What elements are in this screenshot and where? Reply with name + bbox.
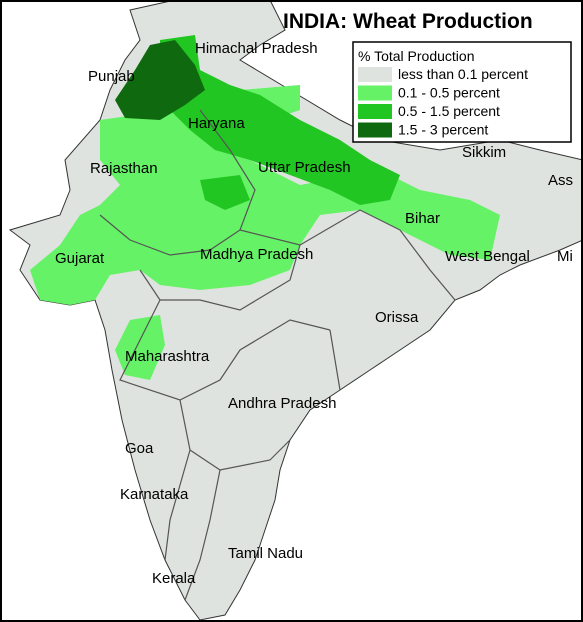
legend-swatch — [358, 67, 392, 82]
legend-label: 0.1 - 0.5 percent — [398, 85, 500, 101]
legend: % Total Production less than 0.1 percent… — [352, 41, 572, 143]
state-label: West Bengal — [445, 248, 530, 265]
state-label: Rajasthan — [90, 160, 158, 177]
state-label: Gujarat — [55, 250, 105, 267]
legend-swatch — [358, 122, 392, 138]
legend-label: 1.5 - 3 percent — [398, 122, 488, 138]
state-label: Kerala — [152, 570, 196, 587]
state-label: Uttar Pradesh — [258, 159, 351, 176]
state-label: Bihar — [405, 210, 440, 227]
legend-swatch — [358, 85, 392, 101]
state-borders — [99, 109, 456, 601]
state-label: Punjab — [88, 68, 135, 85]
dark-green-region — [115, 40, 205, 120]
state-label: Maharashtra — [125, 348, 210, 365]
legend-label: 0.5 - 1.5 percent — [398, 103, 500, 119]
state-labels: Himachal Pradesh Punjab Haryana Rajastha… — [55, 40, 573, 587]
state-label: Haryana — [188, 115, 245, 132]
state-label: Sikkim — [462, 144, 506, 161]
state-label: Goa — [125, 440, 154, 457]
state-label: Madhya Pradesh — [200, 246, 313, 263]
map-title: INDIA: Wheat Production — [283, 10, 533, 33]
state-label: Andhra Pradesh — [228, 395, 336, 412]
medium-green-regions — [160, 35, 400, 210]
state-label: Karnataka — [120, 486, 189, 503]
legend-label: less than 0.1 percent — [398, 66, 528, 82]
state-label: Orissa — [375, 309, 419, 326]
legend-title: % Total Production — [358, 48, 474, 64]
state-label: Himachal Pradesh — [195, 40, 318, 57]
state-label: Ass — [548, 172, 573, 189]
legend-swatch — [358, 104, 392, 119]
state-label: Mi — [557, 248, 573, 265]
state-label: Tamil Nadu — [228, 545, 303, 562]
